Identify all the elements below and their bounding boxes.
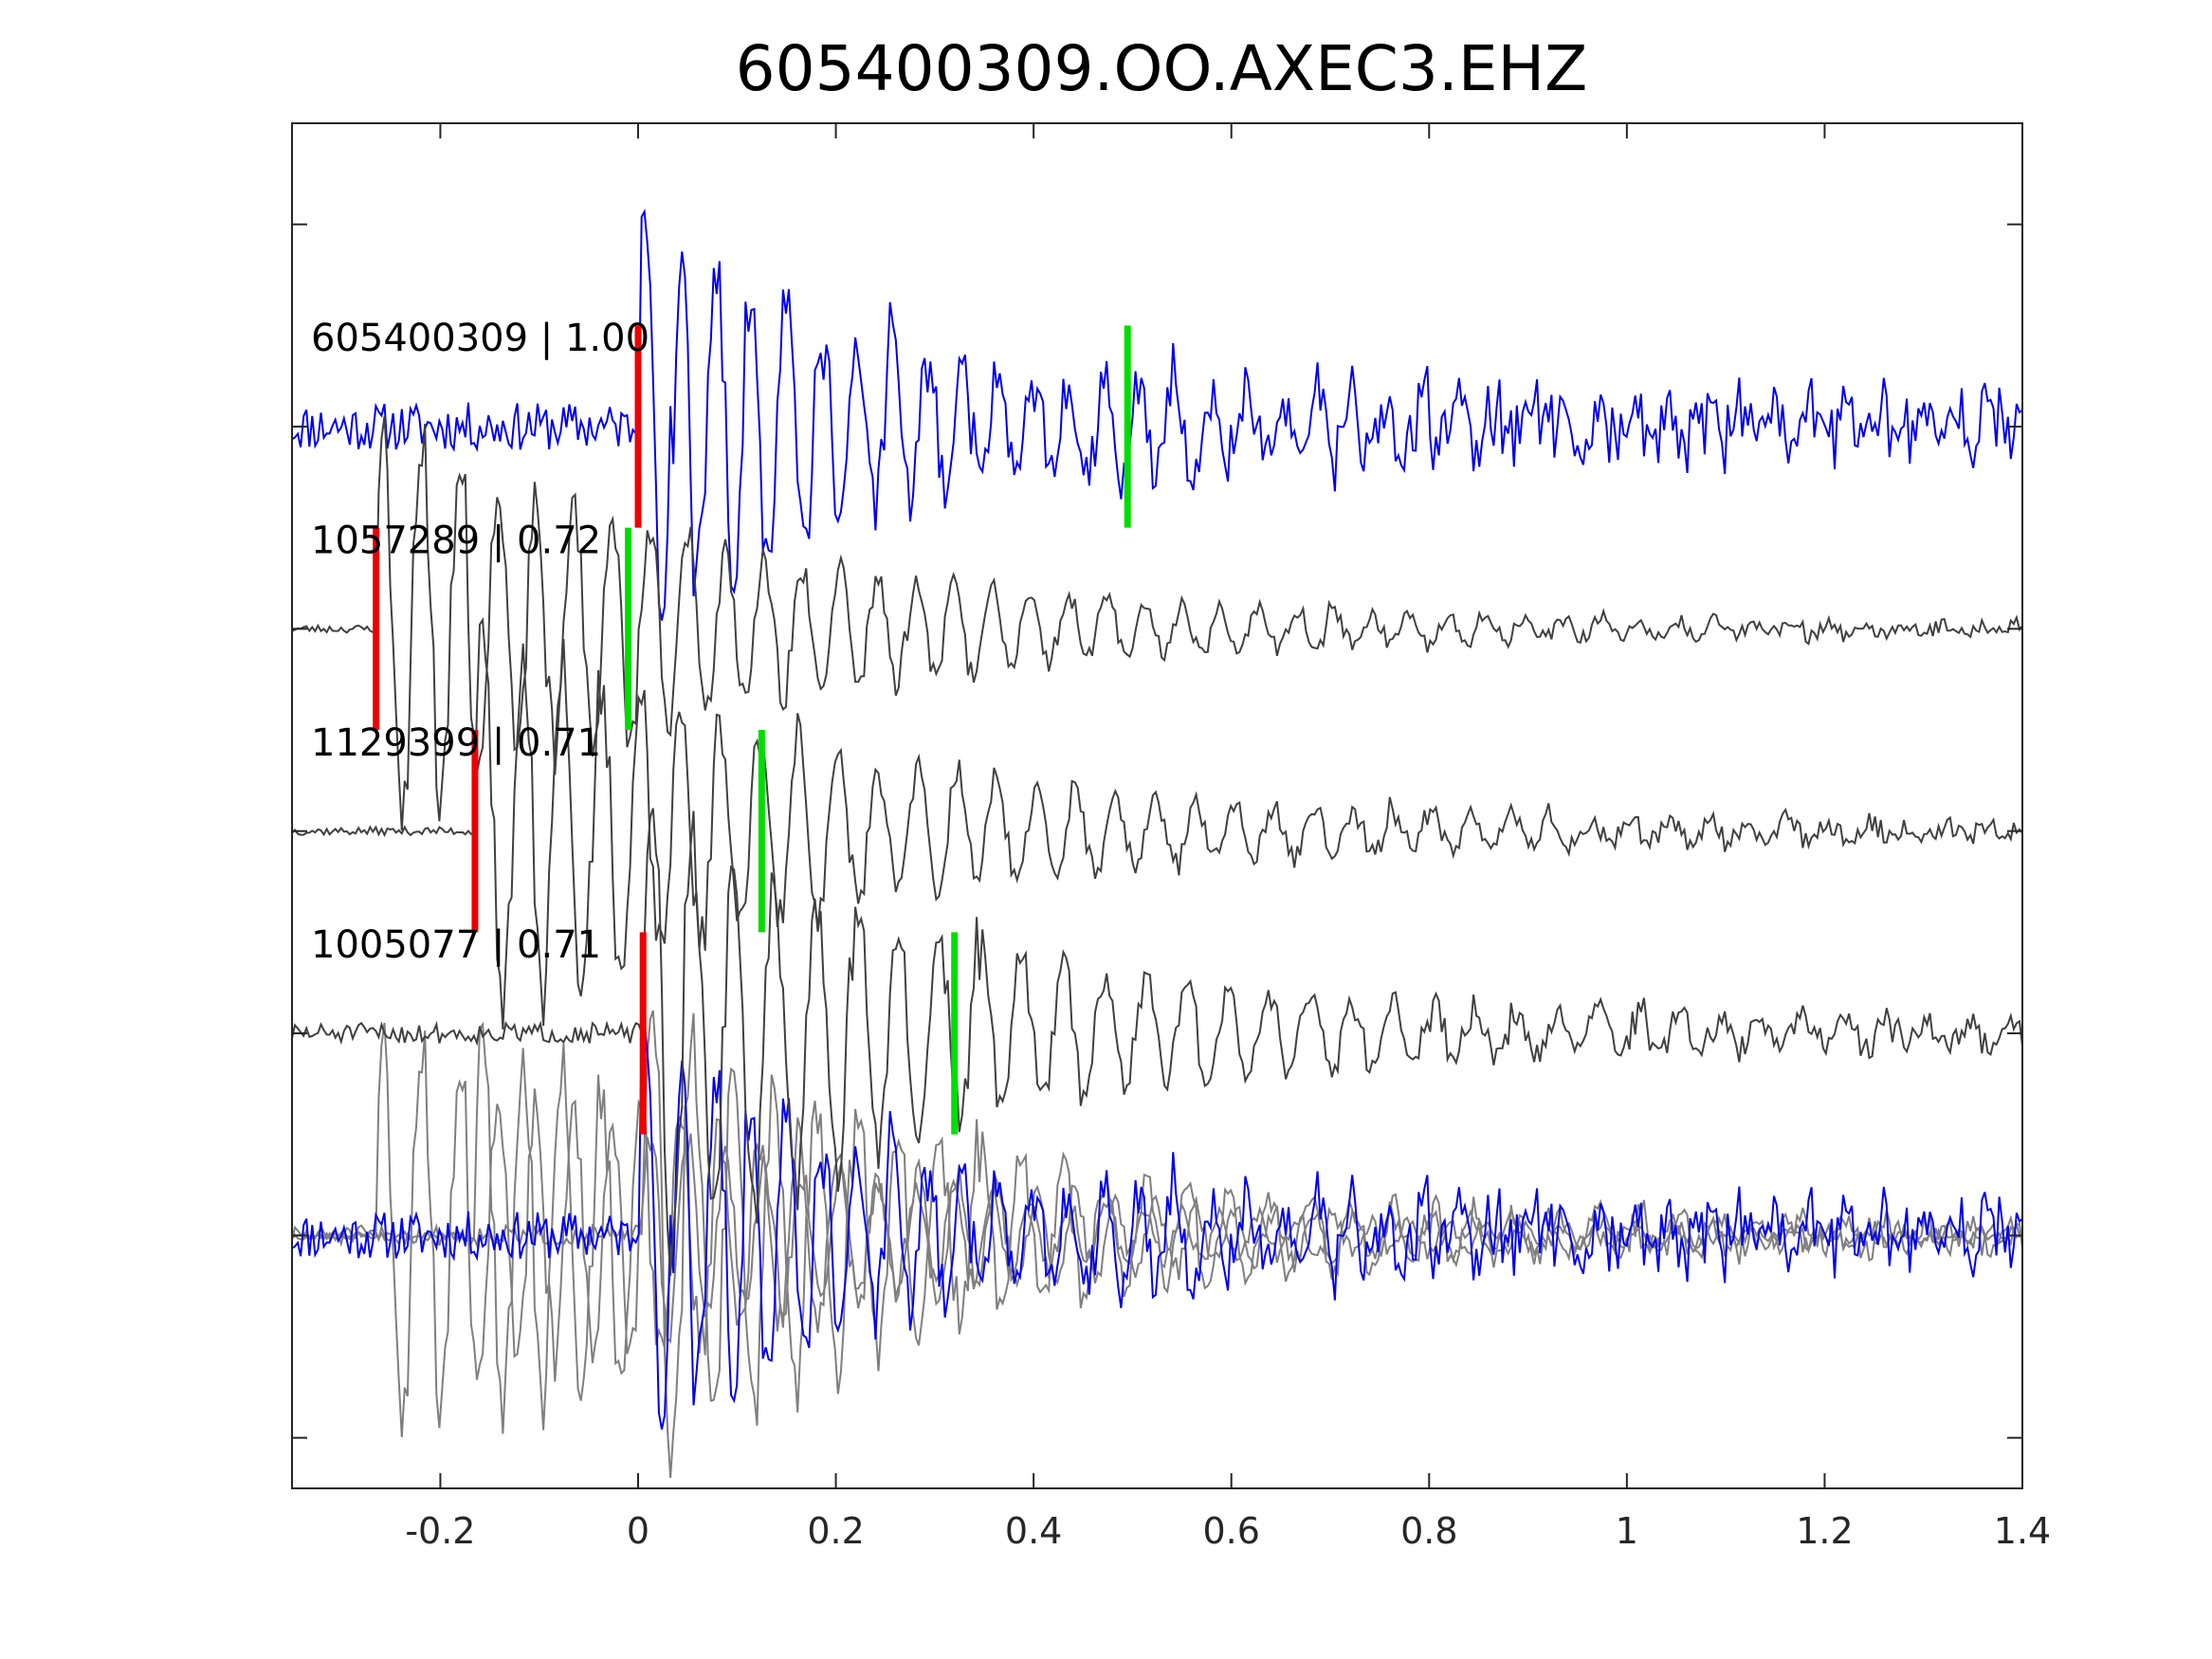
plot-area	[291, 208, 2023, 1479]
trace-label: 1057289 | 0.72	[311, 519, 601, 562]
trace-label: 1129399 | 0.71	[311, 721, 601, 765]
axes-frame	[291, 122, 2023, 1489]
stack-overlay	[291, 1010, 2023, 1479]
waveform-line	[291, 808, 2023, 1276]
x-tick-label: 0.2	[807, 1510, 864, 1552]
trace-group	[291, 616, 2023, 1030]
x-tick-labels: -0.2 0 0.2 0.4 0.6 0.8 1 1.2 1.4	[405, 1510, 2051, 1552]
trace-group	[291, 415, 2023, 831]
stack-trace-line	[291, 1017, 2023, 1431]
axis-ticks	[292, 123, 2023, 1488]
trace-label: 1005077 | 0.71	[311, 923, 601, 967]
chart-title: 605400309.OO.AXEC3.EHZ	[736, 32, 1588, 105]
waveform-line	[291, 415, 2023, 831]
x-tick-label: 1.4	[1994, 1510, 2051, 1552]
trace-group	[291, 208, 2023, 621]
x-tick-label: 0	[627, 1510, 649, 1552]
x-tick-label: 1.2	[1796, 1510, 1853, 1552]
waveform-line	[291, 208, 2023, 621]
x-tick-label: 0.4	[1005, 1510, 1062, 1552]
waveform-line	[291, 616, 2023, 1030]
x-tick-label: 0.6	[1202, 1510, 1259, 1552]
trace-group	[291, 808, 2023, 1276]
x-tick-label: 0.8	[1400, 1510, 1457, 1552]
x-tick-label: 1	[1616, 1510, 1638, 1552]
trace-label: 605400309 | 1.00	[311, 317, 649, 360]
x-tick-label: -0.2	[405, 1510, 475, 1552]
trace-labels: 605400309 | 1.00 1057289 | 0.72 1129399 | …	[311, 317, 649, 967]
